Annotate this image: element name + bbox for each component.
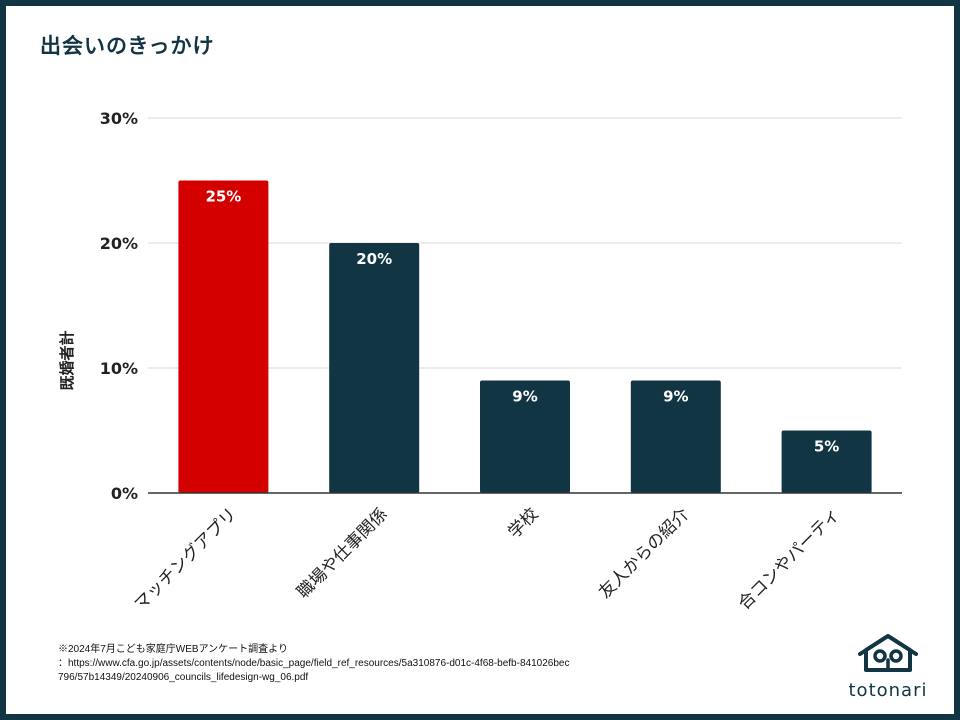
bar: [178, 180, 269, 493]
house-face-icon: [858, 634, 918, 672]
source-line-1: ※2024年7月こども家庭庁WEBアンケート調査より: [58, 644, 288, 655]
page-title: 出会いのきっかけ: [40, 34, 215, 58]
y-tick-label: 0%: [111, 484, 138, 503]
x-tick-label: マッチングアプリ: [131, 504, 241, 614]
y-axis-title: 既婚者計: [58, 330, 76, 390]
source-line-3: 796/57b14349/20240906_councils_lifedesig…: [58, 672, 309, 683]
x-tick-label: 職場や仕事関係: [293, 504, 391, 602]
source-note: ※2024年7月こども家庭庁WEBアンケート調査より ：https://www.…: [58, 643, 618, 685]
data-label: 25%: [205, 188, 241, 206]
data-label: 9%: [663, 388, 688, 406]
data-label: 20%: [356, 250, 392, 268]
y-tick-label: 20%: [100, 234, 138, 253]
y-tick-label: 10%: [100, 359, 138, 378]
data-label: 5%: [814, 438, 839, 456]
logo-text: totonari: [848, 680, 928, 701]
x-tick-label: 合コンやパーティ: [735, 504, 845, 614]
bar: [329, 243, 420, 493]
y-tick-label: 30%: [100, 109, 138, 128]
x-tick-label: 友人からの紹介: [595, 504, 693, 602]
bar: [630, 380, 721, 493]
brand-logo: totonari: [838, 632, 938, 701]
source-line-2: ：https://www.cfa.go.jp/assets/contents/n…: [58, 658, 570, 669]
data-label: 9%: [512, 388, 537, 406]
bar: [781, 430, 872, 493]
bar: [480, 380, 570, 493]
x-tick-label: 学校: [504, 504, 542, 542]
bar-chart: 0% 10% 20% 30% 25% マッチングアプリ 20% 職場や仕事関係 9% 学校 9% 友人…: [58, 109, 902, 615]
